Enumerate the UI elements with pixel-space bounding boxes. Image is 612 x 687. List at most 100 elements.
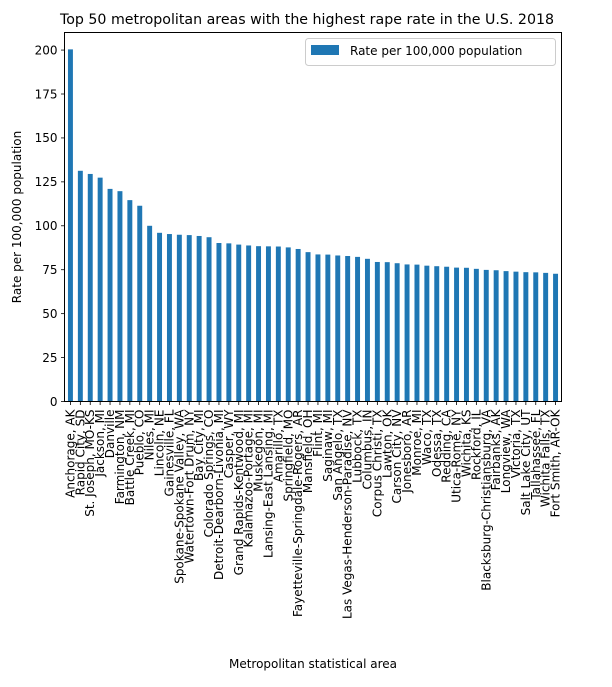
bar: [196, 235, 202, 402]
x-tick-label: Jackson, MI: [93, 410, 107, 478]
x-tick-label: Las Vegas-Henderson-Paradise, NV: [341, 409, 355, 619]
y-tick-label: 50: [42, 307, 57, 321]
x-tick-label: Grand Rapids-Kentwood, MI: [232, 410, 246, 576]
bar: [127, 200, 133, 402]
bar: [147, 225, 153, 402]
x-tick-label: Farmington, NM: [113, 410, 127, 505]
bar: [87, 173, 93, 402]
x-tick-label: Corpus Christi, TX: [370, 410, 384, 518]
x-tick-label: Amarillo, TX: [271, 410, 285, 483]
legend-frame: [305, 38, 556, 66]
x-axis-label: Metropolitan statistical area: [229, 657, 397, 671]
x-tick-label: Saginaw, MI: [321, 410, 335, 482]
x-tick-label: Casper, WY: [222, 409, 236, 478]
y-tick-label: 75: [42, 263, 57, 277]
bar: [533, 272, 539, 402]
bar: [67, 49, 73, 402]
x-tick-label: Wichita Falls, TX: [539, 410, 553, 508]
x-tick-label: Gainesville, FL: [162, 409, 176, 496]
y-tick-label: 175: [35, 87, 58, 101]
x-tick-label: Odessa, TX: [430, 410, 444, 477]
bar: [186, 235, 192, 402]
bar: [523, 272, 529, 402]
legend-swatch: [311, 45, 339, 55]
y-tick-label: 200: [35, 43, 58, 57]
y-tick-label: 150: [35, 131, 58, 145]
bar: [325, 254, 331, 402]
x-tick-label: Flint, MI: [311, 410, 325, 457]
bar: [434, 266, 440, 402]
bar: [246, 245, 252, 402]
bar: [335, 255, 341, 402]
bar: [394, 263, 400, 402]
x-tick-label: Redding, CA: [440, 409, 454, 483]
bar: [256, 246, 262, 402]
bar: [553, 273, 559, 402]
y-tick-label: 100: [35, 219, 58, 233]
x-tick-label: Muskegon, MI: [252, 410, 266, 492]
y-axis: 0 25 50 75 100 125 150 175 200: [35, 43, 65, 409]
x-tick-label: Utica-Rome, NY: [450, 409, 464, 503]
bar: [77, 170, 83, 402]
legend-label: Rate per 100,000 population: [350, 44, 522, 58]
x-tick-label: Waco, TX: [420, 410, 434, 466]
x-tick-label: Jonesboro, AR: [400, 410, 414, 494]
x-tick-label: Mansfield, OH: [301, 410, 315, 494]
bar: [374, 261, 380, 402]
x-tick-label: Fairbanks, AK: [489, 408, 503, 490]
x-tick-label: Longview, WA: [499, 409, 513, 494]
x-tick-label: Detroit-Dearborn-Livonia, MI: [212, 410, 226, 581]
x-tick-label: Spokane-Spokane Valley, WA: [172, 409, 186, 584]
bar: [503, 271, 509, 402]
x-tick-label: Niles, MI: [143, 410, 157, 461]
x-tick-label: Fort Smith, AR-OK: [549, 408, 563, 517]
bar: [157, 232, 163, 402]
bar: [513, 271, 519, 402]
bar: [364, 258, 370, 402]
bar: [117, 191, 123, 402]
legend: Rate per 100,000 population: [305, 38, 556, 66]
bar: [384, 262, 390, 402]
bar: [137, 205, 143, 402]
x-tick-label: San Angelo, TX: [331, 410, 345, 501]
x-tick-label: Salt Lake City, UT: [519, 409, 533, 516]
bar: [414, 264, 420, 402]
bar: [226, 243, 232, 402]
bar: [454, 267, 460, 402]
x-tick-label: Danville: [103, 410, 117, 459]
bar: [295, 248, 301, 402]
bar: [206, 237, 212, 402]
x-tick-label: St. Joseph, MO-KS: [83, 410, 97, 517]
x-tick-label: Fayetteville-Springdale-Rogers, AR: [291, 410, 305, 618]
x-tick-label: Tallahassee, FL: [529, 409, 543, 500]
x-tick-label: Lubbock, TX: [351, 410, 365, 483]
x-tick-label: Blacksburg-Christiansburg, VA: [479, 409, 493, 591]
chart-title: Top 50 metropolitan areas with the highe…: [59, 12, 554, 28]
bar: [424, 265, 430, 402]
bar: [463, 267, 469, 402]
x-tick-label: Lawton, OK: [380, 408, 394, 478]
bar: [107, 188, 113, 402]
x-tick-label: Lincoln, NE: [153, 410, 167, 477]
bar: [473, 268, 479, 402]
x-tick-label: Pueblo, CO: [133, 410, 147, 476]
x-tick-label: Rapid City, SD: [73, 410, 87, 496]
x-tick-label: Victoria, TX: [509, 410, 523, 479]
bar: [315, 254, 321, 402]
x-tick-label: Watertown-Fort Drum, NY: [182, 409, 196, 564]
x-tick-label: Wichita, KS: [459, 410, 473, 478]
y-tick-label: 25: [42, 351, 57, 365]
x-tick-label: Colorado Springs, CO: [202, 410, 216, 538]
x-tick-label: Bay City, MI: [192, 410, 206, 482]
x-tick-label: Monroe, MI: [410, 410, 424, 476]
plot-frame: [64, 32, 562, 402]
bar: [265, 246, 271, 402]
x-tick-label: Carson City, NV: [390, 409, 404, 504]
x-tick-label: Columbus, IN: [360, 410, 374, 490]
bars-group: [67, 49, 559, 402]
x-tick-label: Kalamazoo-Portage, MI: [242, 410, 256, 548]
y-tick-label: 125: [35, 175, 58, 189]
